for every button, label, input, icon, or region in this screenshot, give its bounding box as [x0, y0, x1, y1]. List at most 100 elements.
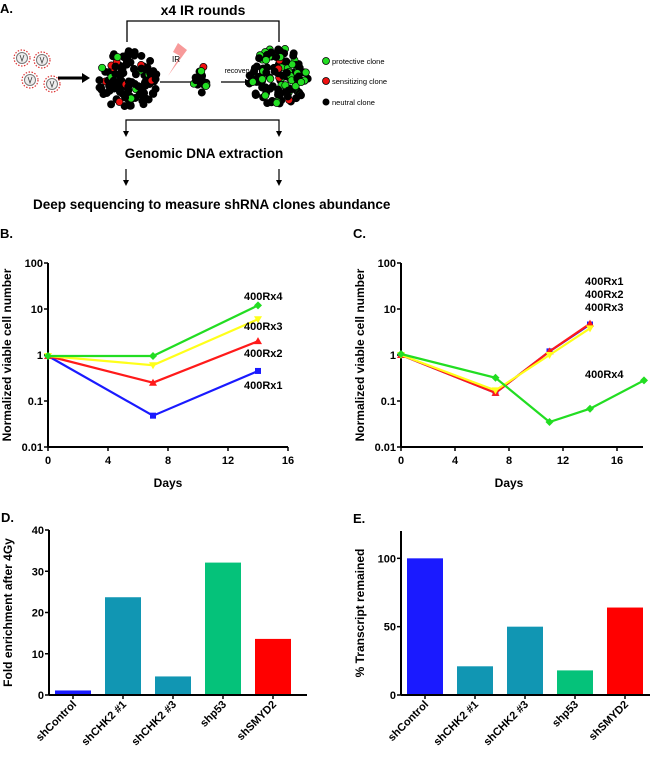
clone-cell [95, 76, 104, 85]
clone-cell [251, 89, 260, 98]
clone-cell [113, 53, 122, 62]
clone-cell [151, 75, 160, 84]
panel-label: C. [353, 226, 366, 241]
panel-c-chart: C. 0.01 0.1 1 10 100 0 4 8 12 16 Days Normalized via… [353, 226, 648, 490]
y-tick-label: 100 [378, 553, 396, 565]
series-label: 400Rx1 [585, 276, 624, 288]
clone-cell [192, 76, 200, 85]
panel-label: E. [353, 511, 365, 526]
clone-cell [98, 63, 107, 72]
clone-cell [301, 68, 310, 77]
clone-cell [138, 84, 147, 93]
clone-cell [137, 51, 146, 60]
clone-cell [131, 70, 140, 79]
panel-label: B. [0, 226, 13, 241]
legend-protective: protective clone [332, 57, 385, 66]
extraction-label: Genomic DNA extraction [125, 146, 284, 161]
x-tick-label: shControl [386, 699, 431, 744]
protective-clone-marker-icon [322, 57, 330, 65]
bar-shp53 [557, 670, 593, 695]
rounds-bracket [126, 20, 280, 42]
clone-cell [263, 63, 272, 72]
clone-cell [99, 90, 108, 99]
clone-cell [266, 84, 275, 93]
virus-core-icon [19, 54, 25, 63]
virus-capsid-icon [24, 74, 36, 86]
series-label: 400Rx2 [244, 348, 283, 360]
data-point-400Rx3 [149, 362, 157, 370]
series-line-400Rx4 [48, 304, 259, 358]
bar-shp53 [205, 562, 241, 695]
y-axis-label: % Transcript remained [353, 549, 367, 678]
y-tick-label: 10 [32, 649, 44, 661]
clone-cell [139, 100, 148, 109]
data-point-400Rx4 [640, 376, 648, 385]
clone-cell [282, 57, 291, 66]
x-tick-label: 12 [222, 455, 234, 467]
clone-cell [149, 89, 158, 98]
data-point-400Rx4 [254, 301, 262, 310]
clone-cell [282, 68, 291, 77]
data-point-400Rx1 [150, 412, 156, 419]
clone-cell [105, 86, 114, 95]
data-point-400Rx2 [149, 378, 157, 386]
virus-core-icon [27, 76, 33, 85]
data-point-400Rx4 [545, 417, 554, 426]
clone-cell [107, 100, 116, 109]
clone-cell [274, 85, 282, 94]
bar-shCHK2-1 [457, 666, 493, 695]
sequencing-label: Deep sequencing to measure shRNA clones … [33, 197, 391, 212]
virus-capsid-icon [16, 52, 28, 64]
y-tick-label: 0.1 [28, 396, 43, 408]
panel-e-chart: E. shControl shCHK2 #1 shCHK2 #3 shp53 shSMYD… [353, 511, 650, 748]
x-tick-label: 8 [506, 455, 512, 467]
data-point-400Rx4 [397, 350, 405, 359]
x-tick-label: 16 [611, 455, 623, 467]
transduction-arrow-head [82, 73, 90, 83]
data-point-400Rx4 [491, 373, 500, 382]
series-line-400Rx2 [47, 340, 259, 384]
virus-core-icon [39, 56, 45, 65]
series-label: 400Rx2 [585, 289, 624, 301]
clone-cell [146, 68, 154, 77]
x-axis-label: Days [495, 476, 524, 490]
arrow-head [276, 131, 282, 137]
y-tick-label: 0.1 [381, 396, 396, 408]
clone-cell [201, 82, 210, 90]
clone-cell [255, 54, 264, 63]
ir-lightning-icon [168, 43, 187, 76]
clone-cell [258, 75, 267, 84]
clone-cell [297, 78, 306, 87]
panel-a-diagram: A. x4 IR rounds IR recovery protective c… [0, 1, 391, 212]
clone-cell [245, 71, 254, 80]
y-tick-label: 0 [38, 690, 44, 702]
clone-cell [197, 67, 206, 76]
x-tick-label: 0 [398, 455, 404, 467]
bar-shCHK2-3 [155, 676, 191, 695]
cell-population-after-ir [189, 62, 211, 97]
x-tick-label: shControl [34, 699, 79, 744]
clone-cell [297, 91, 305, 100]
y-tick-label: 0 [390, 690, 396, 702]
y-tick-label: 50 [384, 622, 396, 634]
y-tick-label: 20 [32, 608, 44, 620]
clone-cell [272, 98, 281, 107]
clone-legend: protective clone sensitizing clone neutr… [322, 57, 387, 107]
y-tick-label: 1 [37, 350, 43, 362]
x-tick-label: 12 [557, 455, 569, 467]
recovery-label: recovery [225, 68, 252, 75]
y-tick-label: 10 [384, 304, 396, 316]
clone-cell [261, 91, 270, 100]
bar-shSMYD2 [607, 607, 643, 695]
sequencing-arrows [125, 169, 280, 182]
panel-b-chart: B. 0.01 0.1 1 10 100 0 4 8 12 16 Days Normalized via… [0, 226, 294, 490]
y-axis-label: Fold enrichment after 4Gy [1, 538, 15, 687]
x-tick-label: shSMYD2 [587, 699, 631, 743]
legend-neutral: neutral clone [332, 98, 375, 107]
series-label: 400Rx4 [585, 369, 624, 381]
virus-particles-icon [13, 49, 61, 93]
clone-cell [289, 51, 298, 60]
cell-population-initial [95, 47, 161, 111]
data-point-400Rx1 [255, 367, 261, 374]
clone-cell [123, 54, 132, 63]
